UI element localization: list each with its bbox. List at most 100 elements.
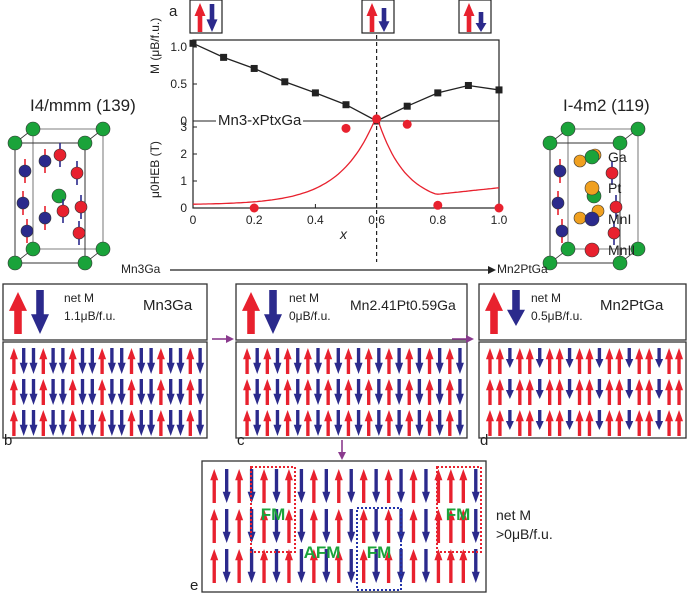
legend-swatch: [584, 180, 600, 196]
lattice-red-arrow: [485, 410, 494, 436]
lattice-blue-arrow: [49, 348, 58, 374]
magnetization-line: [192, 42, 500, 122]
spin-box-frame: [458, 0, 492, 34]
panel-b-title: Mn3Ga: [143, 297, 193, 314]
right-space-group: I-4m2 (119): [563, 96, 650, 115]
e-blue-arrow: [347, 509, 356, 543]
magnetization-point: [495, 86, 503, 94]
exchange-bias-point: [341, 123, 351, 133]
lattice-red-arrow: [555, 410, 564, 436]
lattice-blue-arrow: [535, 379, 544, 399]
lattice-red-arrow: [283, 379, 292, 405]
composition-arrow-head: [488, 266, 496, 274]
transition-arrowhead-bc: [226, 335, 234, 343]
lattice-blue-arrow: [455, 348, 464, 374]
e-red-arrow: [210, 549, 219, 583]
e-red-arrow: [409, 549, 418, 583]
atom: [555, 224, 569, 238]
lattice-blue-arrow: [19, 379, 28, 405]
lattice-blue-arrow: [107, 379, 116, 405]
lattice-blue-arrow: [455, 379, 464, 405]
atom: [95, 121, 111, 137]
lattice-red-arrow: [243, 379, 252, 405]
atom: [25, 241, 41, 257]
e-red-arrow: [446, 469, 455, 503]
lattice-blue-arrow: [435, 379, 444, 405]
lattice-red-arrow: [675, 379, 684, 405]
e-red-arrow: [235, 469, 244, 503]
lattice-red-arrow: [263, 348, 272, 374]
lattice-red-arrow: [39, 410, 48, 436]
header-red-arrow: [485, 292, 503, 334]
crystal-structures: [7, 121, 646, 271]
y-axis-label-top: M (μB/f.u.): [148, 17, 162, 74]
lattice-blue-arrow: [374, 348, 383, 374]
e-red-arrow: [446, 549, 455, 583]
e-red-arrow: [235, 509, 244, 543]
lattice-red-arrow: [615, 348, 624, 374]
lattice-blue-arrow: [88, 379, 97, 405]
atom: [25, 121, 41, 137]
magnetization-point: [342, 101, 350, 109]
magnetization-point: [403, 102, 411, 110]
e-red-arrow: [284, 549, 293, 583]
y-axis-label-bottom: μ0HEB (T): [148, 141, 162, 198]
e-blue-arrow: [222, 549, 231, 583]
lattice-red-arrow: [445, 379, 454, 405]
exchange-bias-curve: [193, 117, 500, 205]
lattice-blue-arrow: [595, 348, 604, 368]
lattice-blue-arrow: [196, 379, 205, 405]
e-blue-arrow: [297, 549, 306, 583]
atom: [16, 196, 30, 210]
e-blue-arrow: [297, 469, 306, 503]
legend-swatch: [584, 211, 600, 227]
header-red-arrow: [9, 292, 27, 334]
lattice-red-arrow: [344, 348, 353, 374]
atom: [553, 164, 567, 178]
lattice-blue-arrow: [137, 379, 146, 405]
lattice-red-arrow: [405, 410, 414, 436]
exchange-bias-point: [494, 203, 504, 213]
lattice-red-arrow: [384, 410, 393, 436]
lattice-red-arrow: [186, 410, 195, 436]
lattice-red-arrow: [605, 348, 614, 374]
lattice-blue-arrow: [166, 379, 175, 405]
e-blue-arrow: [372, 469, 381, 503]
lattice-blue-arrow: [374, 410, 383, 436]
panel-c-net-value: 0μB/f.u.: [289, 309, 331, 323]
lattice-red-arrow: [515, 410, 524, 436]
e-red-arrow: [434, 469, 443, 503]
lattice-blue-arrow: [117, 348, 126, 374]
lattice-red-arrow: [405, 379, 414, 405]
lattice-blue-arrow: [19, 410, 28, 436]
lattice-blue-arrow: [78, 379, 87, 405]
atom: [20, 224, 34, 238]
lattice-blue-arrow: [273, 348, 282, 374]
lattice-blue-arrow: [293, 348, 302, 374]
lattice-red-arrow: [665, 410, 674, 436]
lattice-blue-arrow: [625, 379, 634, 399]
panel-c-net-label: net M: [289, 291, 320, 305]
atom: [630, 121, 646, 137]
lattice-blue-arrow: [505, 348, 514, 368]
e-red-arrow: [409, 509, 418, 543]
atom: [560, 241, 576, 257]
lattice-blue-arrow: [253, 348, 262, 374]
spin-box: [189, 0, 223, 34]
atom: [18, 164, 32, 178]
lattice-red-arrow: [425, 410, 434, 436]
lattice-blue-arrow: [107, 410, 116, 436]
lattice-red-arrow: [635, 379, 644, 405]
panel-b-net-value: 1.1μB/f.u.: [64, 309, 116, 323]
panel-d-letter: d: [480, 432, 489, 449]
atom: [77, 255, 93, 271]
e-blue-arrow: [222, 469, 231, 503]
lattice-red-arrow: [324, 348, 333, 374]
lattice-blue-arrow: [137, 410, 146, 436]
e-red-arrow: [309, 509, 318, 543]
composition-right: Mn2PtGa: [497, 262, 548, 276]
exchange-bias-point: [372, 114, 382, 124]
e-red-arrow: [384, 549, 393, 583]
lattice-blue-arrow: [505, 410, 514, 430]
